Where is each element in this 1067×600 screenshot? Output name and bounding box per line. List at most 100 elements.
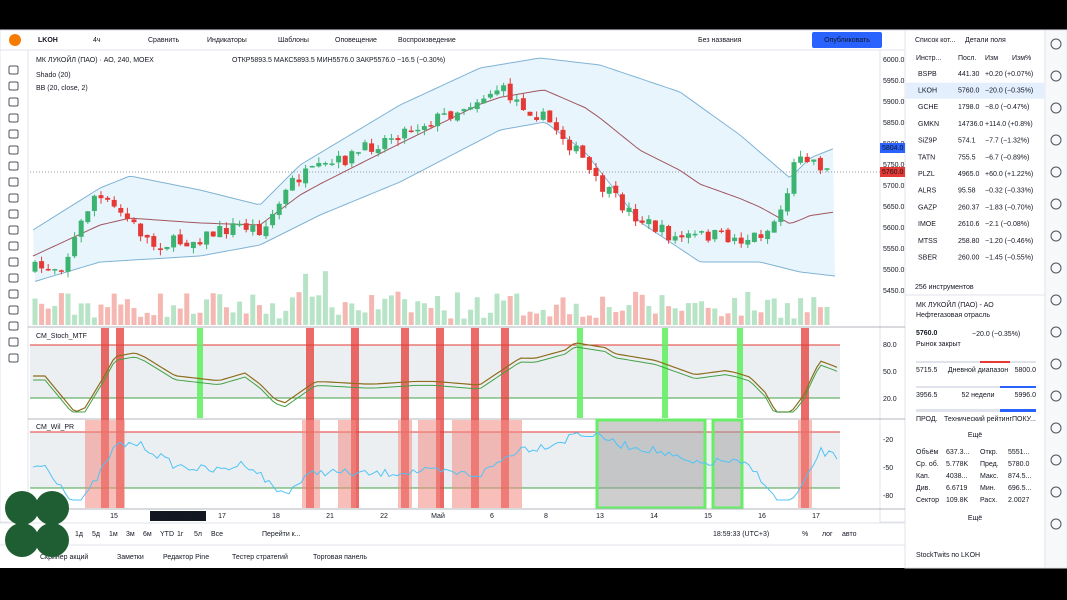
side-icon[interactable] — [1050, 358, 1062, 370]
watchlist-symbol[interactable]: ALRS — [918, 188, 937, 195]
volume-bar — [745, 291, 751, 325]
candle — [375, 149, 381, 154]
tool-icon[interactable] — [8, 145, 19, 155]
toolbar-replay[interactable]: Воспроизведение — [398, 37, 456, 44]
side-icon[interactable] — [1050, 102, 1062, 114]
tool-icon[interactable] — [8, 129, 19, 139]
toolbar-compare[interactable]: Сравнить — [148, 37, 180, 44]
tool-icon[interactable] — [8, 257, 19, 267]
bottom-tab[interactable]: Торговая панель — [313, 554, 367, 561]
watchlist-tab[interactable]: Детали поля — [965, 37, 1006, 44]
watchlist-symbol[interactable]: MTSS — [918, 238, 938, 245]
scale-button[interactable]: % — [802, 531, 808, 538]
side-icon[interactable] — [1050, 230, 1062, 242]
candle — [725, 229, 731, 243]
scale-button[interactable]: лог — [822, 531, 833, 538]
candle — [514, 99, 520, 102]
watchlist-symbol[interactable]: IMOE — [918, 221, 936, 228]
watchlist-symbol[interactable]: GMKN — [918, 121, 939, 128]
bottom-tab[interactable]: Скринер акций — [40, 553, 88, 561]
tool-icon[interactable] — [8, 353, 19, 363]
volume-bar — [732, 297, 738, 325]
side-icon[interactable] — [1050, 198, 1062, 210]
candle — [289, 177, 295, 191]
side-icon[interactable] — [1050, 38, 1062, 50]
legend-osc2: CM_Wil_PR — [36, 424, 74, 431]
time-label: 22 — [380, 513, 388, 520]
side-icon[interactable] — [1050, 390, 1062, 402]
toolbar-templates[interactable]: Шаблоны — [278, 36, 309, 44]
volume-bar — [223, 307, 229, 325]
bottom-tab[interactable]: Заметки — [117, 554, 144, 561]
toolbar-layout[interactable]: Без названия — [698, 37, 742, 44]
watchlist-symbol[interactable]: BSPB — [918, 71, 937, 78]
watchlist-symbol[interactable]: SiZ9P — [918, 138, 937, 145]
tool-icon[interactable] — [8, 305, 19, 315]
candle — [712, 229, 718, 240]
bottom-tab[interactable]: Редактор Pine — [163, 554, 209, 561]
goto-button[interactable]: Перейти к... — [262, 530, 301, 538]
tool-icon[interactable] — [8, 289, 19, 299]
toolbar-symbol[interactable]: LKOH — [38, 37, 58, 44]
watchlist-symbol[interactable]: PLZL — [918, 171, 935, 178]
watchlist-symbol[interactable]: LKOH — [918, 88, 937, 95]
publish-label[interactable]: Опубликовать — [824, 36, 870, 44]
range-button[interactable]: 3м — [126, 531, 135, 538]
tool-icon[interactable] — [8, 65, 19, 75]
toolbar-indicators[interactable]: Индикаторы — [207, 37, 247, 44]
tool-icon[interactable] — [8, 193, 19, 203]
zone-red — [338, 420, 356, 508]
tool-icon[interactable] — [8, 113, 19, 123]
candle — [738, 237, 744, 244]
side-icon[interactable] — [1050, 454, 1062, 466]
range-button[interactable]: YTD — [160, 531, 174, 538]
details-more-2[interactable]: Ещё — [968, 515, 982, 522]
watchlist-symbol[interactable]: SBER — [918, 255, 937, 262]
tool-icon[interactable] — [8, 97, 19, 107]
tool-icon[interactable] — [8, 273, 19, 283]
details-more[interactable]: Ещё — [968, 432, 982, 439]
bottom-tab[interactable]: Тестер стратегий — [232, 553, 288, 561]
watchlist-symbol[interactable]: TATN — [918, 154, 935, 161]
candle — [256, 224, 262, 236]
side-icon[interactable] — [1050, 422, 1062, 434]
volume-bar — [395, 291, 401, 325]
tool-icon[interactable] — [8, 81, 19, 91]
side-icon[interactable] — [1050, 134, 1062, 146]
volume-bar — [474, 297, 480, 325]
stat: Объём — [916, 448, 938, 456]
side-icon[interactable] — [1050, 326, 1062, 338]
side-icon[interactable] — [1050, 262, 1062, 274]
range-button[interactable]: 5д — [92, 531, 100, 538]
tool-icon[interactable] — [8, 225, 19, 235]
range-button[interactable]: 5л — [194, 531, 202, 538]
watchlist-tab[interactable]: Список кот... — [915, 37, 955, 44]
watchlist-change: +114.0 (+0.8%) — [985, 121, 1033, 128]
side-icon[interactable] — [1050, 166, 1062, 178]
range-button[interactable]: 1г — [177, 531, 184, 538]
range-button[interactable]: 1д — [75, 531, 83, 538]
side-icon[interactable] — [1050, 70, 1062, 82]
price-label: 5850.0 — [883, 120, 905, 127]
range-button[interactable]: Все — [211, 531, 223, 538]
range-button[interactable]: 6м — [143, 531, 152, 538]
signal-red — [436, 328, 444, 508]
candle — [685, 233, 691, 238]
tool-icon[interactable] — [8, 321, 19, 331]
tool-icon[interactable] — [8, 177, 19, 187]
watchlist-symbol[interactable]: GAZP — [918, 204, 937, 211]
tool-icon[interactable] — [8, 241, 19, 251]
range-button[interactable]: 1м — [109, 531, 118, 538]
tool-icon[interactable] — [8, 209, 19, 219]
side-icon[interactable] — [1050, 294, 1062, 306]
publish-button[interactable] — [812, 32, 882, 48]
side-icon[interactable] — [1050, 518, 1062, 530]
tool-icon[interactable] — [8, 337, 19, 347]
scale-button[interactable]: авто — [842, 531, 857, 538]
tool-icon[interactable] — [8, 161, 19, 171]
side-icon[interactable] — [1050, 486, 1062, 498]
toolbar-alert[interactable]: Оповещение — [335, 37, 377, 44]
news-link[interactable]: StockTwits по LKOH — [916, 552, 980, 559]
toolbar-interval[interactable]: 4ч — [93, 37, 101, 44]
watchlist-symbol[interactable]: GCHE — [918, 104, 939, 111]
